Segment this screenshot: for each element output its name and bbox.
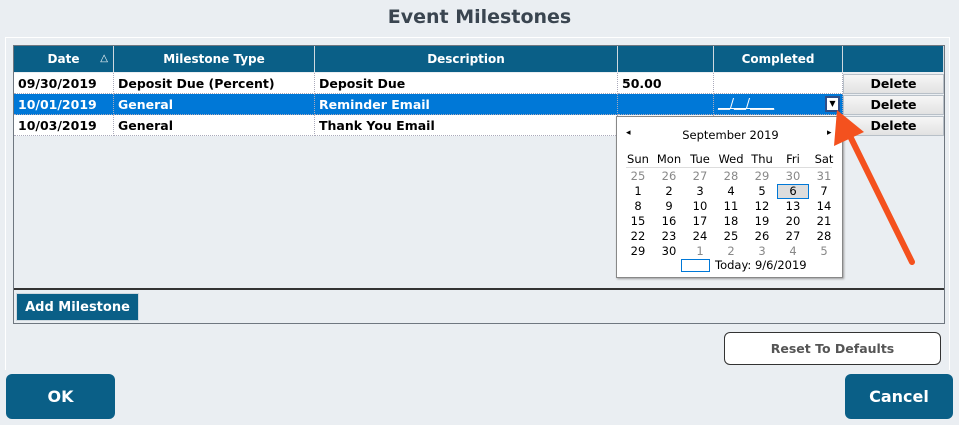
calendar-day[interactable]: 6	[777, 184, 809, 199]
cell-amount[interactable]: 50.00	[618, 73, 714, 94]
calendar-day[interactable]: 30	[785, 169, 801, 183]
today-link[interactable]: Today: 9/6/2019	[715, 258, 807, 272]
calendar-day[interactable]: 3	[696, 184, 704, 198]
cell-description[interactable]: Deposit Due	[315, 73, 618, 94]
month-label[interactable]: September 2019	[682, 128, 779, 142]
calendar-day[interactable]: 28	[723, 169, 739, 183]
header-label: Date	[47, 52, 80, 66]
calendar-day[interactable]: 15	[630, 214, 646, 228]
weekday-label: Wed	[718, 152, 744, 166]
calendar-day[interactable]: 4	[789, 244, 797, 258]
delete-button[interactable]: Delete	[843, 116, 944, 136]
calendar-day[interactable]: 5	[820, 244, 828, 258]
sort-ascending-icon: △	[100, 53, 108, 64]
dialog-frame	[5, 37, 950, 370]
cell-date[interactable]: 09/30/2019	[14, 73, 114, 94]
cell-date[interactable]: 10/01/2019	[14, 94, 114, 115]
calendar-day[interactable]: 17	[692, 214, 708, 228]
calendar-day[interactable]: 20	[785, 214, 801, 228]
dialog-title: Event Milestones	[387, 6, 572, 28]
chevron-down-icon: ▼	[829, 99, 836, 108]
calendar-day[interactable]: 11	[723, 199, 739, 213]
calendar-day[interactable]: 9	[665, 199, 673, 213]
calendar-day[interactable]: 5	[758, 184, 766, 198]
weekday-label: Fri	[786, 152, 800, 166]
calendar-day[interactable]: 2	[665, 184, 673, 198]
calendar-day[interactable]: 21	[816, 214, 832, 228]
calendar-day[interactable]: 8	[634, 199, 642, 213]
delete-button[interactable]: Delete	[843, 74, 944, 94]
calendar-day[interactable]: 14	[816, 199, 832, 213]
calendar-day[interactable]: 22	[630, 229, 646, 243]
today-marker	[681, 259, 710, 272]
column-header-amount[interactable]	[618, 46, 714, 72]
calendar-day[interactable]: 3	[758, 244, 766, 258]
calendar-day[interactable]: 27	[785, 229, 801, 243]
weekday-divider	[626, 167, 832, 168]
calendar-day[interactable]: 29	[754, 169, 770, 183]
column-header-description[interactable]: Description	[315, 46, 618, 72]
calendar-day[interactable]: 26	[754, 229, 770, 243]
weekday-label: Sun	[627, 152, 649, 166]
arrow-head	[834, 110, 864, 146]
calendar-day[interactable]: 24	[692, 229, 708, 243]
cell-type[interactable]: General	[114, 94, 315, 115]
calendar-day[interactable]: 2	[727, 244, 735, 258]
calendar-day[interactable]: 1	[696, 244, 704, 258]
calendar-day[interactable]: 23	[661, 229, 677, 243]
calendar-day[interactable]: 28	[816, 229, 832, 243]
cell-type[interactable]: Deposit Due (Percent)	[114, 73, 315, 94]
next-month-button[interactable]: ▸	[827, 128, 832, 138]
date-dropdown-button[interactable]: ▼	[825, 96, 840, 112]
reset-to-defaults-button[interactable]: Reset To Defaults	[724, 332, 941, 365]
calendar-day[interactable]: 27	[692, 169, 708, 183]
calendar-day[interactable]: 4	[727, 184, 735, 198]
calendar-day[interactable]: 16	[661, 214, 677, 228]
delete-button[interactable]: Delete	[843, 95, 944, 115]
cell-amount[interactable]	[618, 94, 714, 115]
calendar-day[interactable]: 25	[630, 169, 646, 183]
calendar-day[interactable]: 25	[723, 229, 739, 243]
calendar-day[interactable]: 29	[630, 244, 646, 258]
ok-button[interactable]: OK	[6, 374, 115, 419]
calendar-day[interactable]: 31	[816, 169, 832, 183]
calendar-day[interactable]: 12	[754, 199, 770, 213]
column-header-milestone-type[interactable]: Milestone Type	[114, 46, 315, 72]
weekday-label: Sat	[814, 152, 834, 166]
cell-description[interactable]: Reminder Email	[315, 94, 618, 115]
add-milestone-button[interactable]: Add Milestone	[16, 293, 139, 321]
cancel-button[interactable]: Cancel	[845, 374, 953, 419]
calendar-day[interactable]: 7	[820, 184, 828, 198]
calendar-popup: ◂ September 2019 ▸ Sun Mon Tue Wed Thu Fri Sat…	[616, 116, 843, 278]
column-header-completed[interactable]: Completed	[714, 46, 843, 72]
cell-type[interactable]: General	[114, 115, 315, 136]
calendar-day[interactable]: 10	[692, 199, 708, 213]
cell-completed[interactable]	[714, 73, 843, 94]
prev-month-button[interactable]: ◂	[626, 128, 631, 138]
arrow-shaft	[845, 129, 915, 265]
weekday-label: Thu	[751, 152, 773, 166]
cell-description[interactable]: Thank You Email	[315, 115, 618, 136]
calendar-day[interactable]: 19	[754, 214, 770, 228]
weekday-label: Tue	[690, 152, 710, 166]
calendar-day[interactable]: 30	[661, 244, 677, 258]
calendar-day[interactable]: 18	[723, 214, 739, 228]
column-header-date[interactable]: Date △	[14, 46, 114, 72]
weekday-label: Mon	[656, 152, 682, 166]
calendar-day[interactable]: 1	[634, 184, 642, 198]
cell-date[interactable]: 10/03/2019	[14, 115, 114, 136]
calendar-day[interactable]: 13	[785, 199, 801, 213]
column-header-action	[843, 46, 944, 72]
completed-date-input[interactable]: __/__/____	[716, 95, 800, 112]
calendar-day[interactable]: 26	[661, 169, 677, 183]
